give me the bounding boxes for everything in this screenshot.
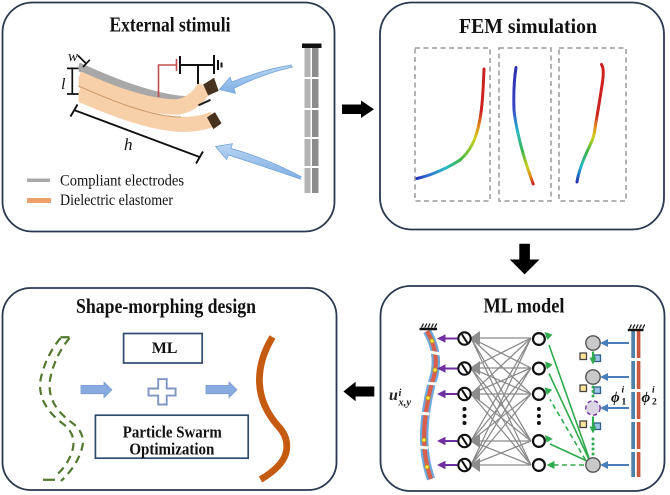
svg-text:1: 1	[622, 398, 627, 408]
svg-text:h: h	[124, 135, 133, 154]
svg-text:FEM simulation: FEM simulation	[459, 14, 597, 38]
svg-text:x,y: x,y	[398, 398, 412, 409]
svg-text:Shape-morphing design: Shape-morphing design	[76, 294, 256, 318]
svg-text:i: i	[622, 386, 625, 396]
svg-text:i: i	[652, 386, 655, 396]
svg-text:2: 2	[652, 398, 657, 408]
svg-text:i: i	[399, 388, 402, 399]
svg-text:ML: ML	[152, 340, 178, 357]
svg-text:Compliant electrodes: Compliant electrodes	[60, 173, 184, 190]
svg-text:w: w	[68, 49, 78, 65]
svg-text:ϕ: ϕ	[611, 390, 620, 406]
svg-text:Dielectric elastomer: Dielectric elastomer	[60, 192, 174, 209]
svg-text:u: u	[389, 387, 398, 404]
svg-text:Optimization: Optimization	[129, 440, 214, 459]
svg-text:ϕ: ϕ	[642, 390, 651, 406]
svg-text:l: l	[61, 76, 66, 93]
svg-text:External stimuli: External stimuli	[110, 13, 231, 37]
svg-text:Particle Swarm: Particle Swarm	[123, 422, 222, 441]
svg-text:ML model: ML model	[484, 294, 565, 318]
